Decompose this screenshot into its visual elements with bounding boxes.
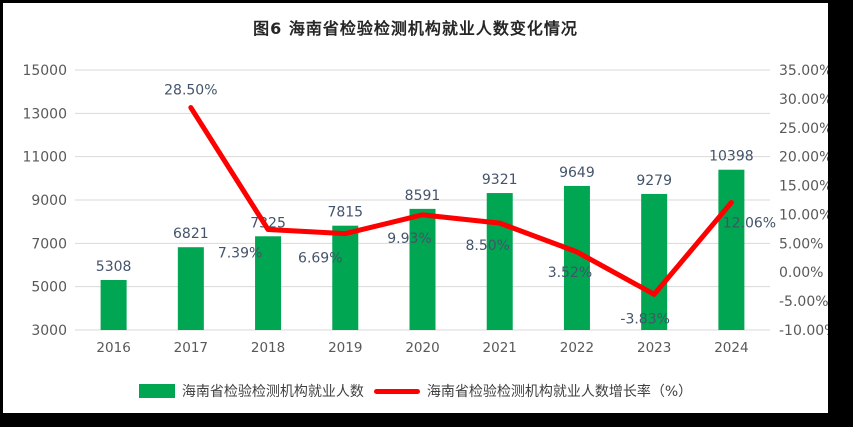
bar bbox=[332, 225, 359, 330]
y2-axis-tick-label: -10.00% bbox=[779, 323, 828, 339]
y-axis-tick-label: 5000 bbox=[31, 280, 67, 296]
x-axis-tick-label: 2021 bbox=[483, 340, 517, 356]
growth-rate-label: 3.52% bbox=[548, 265, 592, 281]
legend-label-growth-rate: 海南省检验检测机构就业人数增长率（%） bbox=[426, 384, 693, 400]
bar-value-label: 7815 bbox=[327, 205, 363, 221]
bar bbox=[177, 247, 204, 330]
legend-item-employment: 海南省检验检测机构就业人数 bbox=[138, 381, 364, 401]
legend-label-employment: 海南省检验检测机构就业人数 bbox=[181, 384, 364, 400]
bar bbox=[718, 169, 745, 330]
bar-value-label: 8591 bbox=[405, 188, 441, 204]
y2-axis-tick-label: -5.00% bbox=[779, 294, 828, 310]
x-axis-tick-label: 2016 bbox=[96, 340, 130, 356]
y2-axis-tick-label: 0.00% bbox=[779, 265, 823, 281]
chart-title: 图6 海南省检验检测机构就业人数变化情况 bbox=[253, 19, 578, 38]
bar-value-label: 6821 bbox=[173, 226, 209, 242]
bar bbox=[100, 279, 127, 330]
chart-canvas-area: 3000 5000 7000 9000 11000 13000 15000 -10.00% -5… bbox=[3, 3, 828, 413]
growth-rate-label: 12.06% bbox=[723, 216, 776, 232]
line-series-swatch-icon bbox=[373, 388, 420, 394]
y-axis-tick-label: 11000 bbox=[22, 150, 67, 166]
x-axis-tick-label: 2023 bbox=[637, 340, 671, 356]
bar bbox=[486, 193, 513, 330]
chart-legend: 海南省检验检测机构就业人数 海南省检验检测机构就业人数增长率（%） bbox=[3, 381, 828, 401]
bar-value-label: 10398 bbox=[709, 149, 754, 165]
y2-axis-tick-label: 25.00% bbox=[779, 121, 828, 137]
growth-rate-label: 7.39% bbox=[218, 246, 262, 262]
bar bbox=[409, 208, 436, 330]
x-axis-tick-label: 2022 bbox=[560, 340, 594, 356]
y-axis-tick-label: 7000 bbox=[31, 236, 67, 252]
y-axis-tick-label: 9000 bbox=[31, 193, 67, 209]
x-axis-tick-label: 2024 bbox=[714, 340, 748, 356]
bar-value-label: 5308 bbox=[96, 259, 132, 275]
x-axis-tick-label: 2017 bbox=[174, 340, 208, 356]
y-axis-tick-label: 15000 bbox=[22, 63, 67, 79]
y2-axis-tick-label: 5.00% bbox=[779, 236, 823, 252]
growth-rate-label: 28.50% bbox=[164, 83, 217, 99]
bar-value-label: 9649 bbox=[559, 165, 595, 181]
growth-rate-label: -3.83% bbox=[620, 311, 670, 327]
bar-value-label: 9279 bbox=[636, 173, 672, 189]
y2-axis-tick-label: 10.00% bbox=[779, 207, 828, 223]
bar-value-label: 9321 bbox=[482, 172, 518, 188]
x-axis-tick-label: 2020 bbox=[405, 340, 439, 356]
y-axis-tick-label: 3000 bbox=[31, 323, 67, 339]
growth-rate-label: 6.69% bbox=[298, 251, 342, 267]
y2-axis-tick-label: 35.00% bbox=[779, 63, 828, 79]
growth-rate-label: 9.93% bbox=[387, 231, 431, 247]
y2-axis-tick-label: 30.00% bbox=[779, 92, 828, 108]
y-axis-tick-label: 13000 bbox=[22, 106, 67, 122]
growth-rate-label: 8.50% bbox=[465, 238, 509, 254]
legend-item-growth-rate: 海南省检验检测机构就业人数增长率（%） bbox=[373, 381, 693, 401]
bar bbox=[641, 193, 668, 330]
bar-series-swatch-icon bbox=[138, 384, 175, 398]
x-axis-tick-label: 2019 bbox=[328, 340, 362, 356]
x-axis-tick-label: 2018 bbox=[251, 340, 285, 356]
y2-axis-tick-label: 15.00% bbox=[779, 179, 828, 195]
bar bbox=[255, 236, 282, 330]
chart-plot: 3000 5000 7000 9000 11000 13000 15000 -10.00% -5… bbox=[22, 63, 828, 356]
y2-axis-tick-label: 20.00% bbox=[779, 150, 828, 166]
growth-line bbox=[188, 105, 734, 297]
